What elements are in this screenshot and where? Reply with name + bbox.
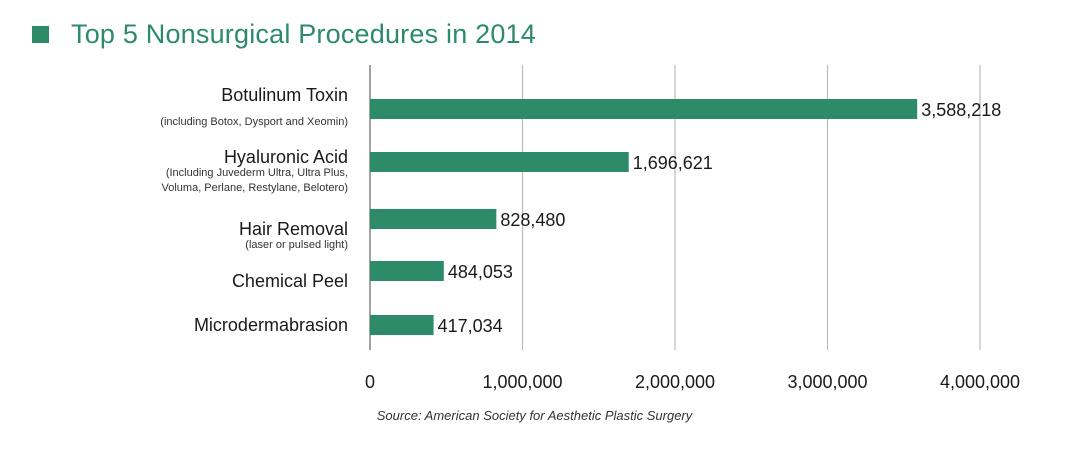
data-label: 417,034 [438, 316, 503, 336]
category-label: Botulinum Toxin [221, 85, 348, 105]
data-label: 1,696,621 [633, 153, 713, 173]
bar [370, 99, 918, 119]
category-label: Hair Removal [239, 219, 348, 239]
category-sublabel: (including Botox, Dysport and Xeomin) [160, 116, 348, 128]
x-tick-label: 0 [365, 372, 375, 392]
chart-source: Source: American Society for Aesthetic P… [376, 408, 693, 423]
data-label: 484,053 [448, 262, 513, 282]
bar [370, 315, 434, 335]
legend-swatch [32, 25, 49, 43]
x-tick-label: 1,000,000 [482, 372, 562, 392]
data-label: 828,480 [500, 210, 565, 230]
data-label: 3,588,218 [921, 100, 1001, 120]
category-sublabel: (Including Juvederm Ultra, Ultra Plus, [166, 167, 348, 179]
bar [370, 209, 497, 229]
x-tick-label: 4,000,000 [940, 372, 1020, 392]
chart-title-row: Top 5 Nonsurgical Procedures in 2014 [32, 14, 536, 54]
x-tick-label: 2,000,000 [635, 372, 715, 392]
category-sublabel: (laser or pulsed light) [245, 239, 348, 251]
category-label: Hyaluronic Acid [224, 147, 348, 167]
category-sublabel: Voluma, Perlane, Restylane, Belotero) [162, 182, 349, 194]
x-tick-label: 3,000,000 [787, 372, 867, 392]
bar [370, 152, 629, 172]
category-label: Chemical Peel [232, 271, 348, 291]
bar [370, 261, 444, 281]
chart-title: Top 5 Nonsurgical Procedures in 2014 [71, 18, 536, 49]
category-label: Microdermabrasion [194, 315, 348, 335]
